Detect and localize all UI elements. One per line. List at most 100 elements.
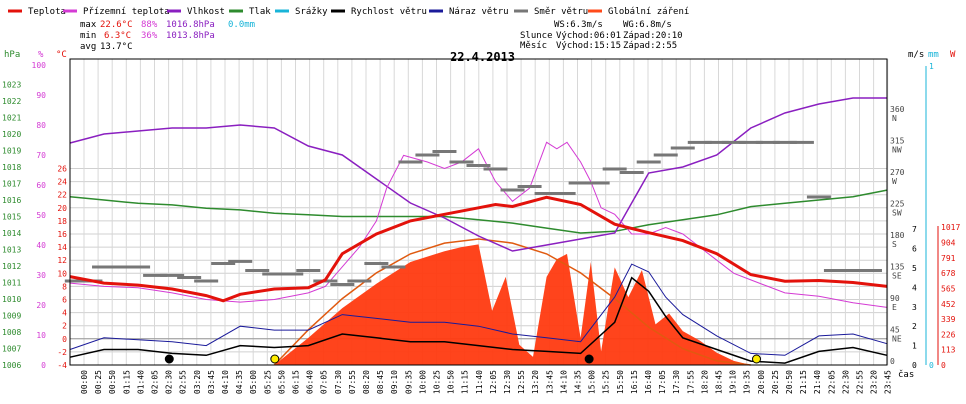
wind-dir-point [619, 171, 644, 174]
stats-avg-label: avg [80, 42, 96, 52]
x-tick-label: 08:45 [376, 370, 385, 394]
wind-ws: WS:6.3m/s [554, 20, 603, 30]
wind-dir-point [602, 167, 627, 171]
x-tick-label: 23:20 [870, 370, 879, 394]
x-tick-label: 18:20 [700, 370, 709, 394]
wind-dir-point [228, 259, 253, 263]
series-tlak [69, 189, 888, 234]
x-tick-label: 04:10 [221, 370, 230, 394]
tick-degc: -4 [57, 361, 67, 370]
tick-pct: 10 [36, 331, 46, 340]
stats-max-press: 1016.8hPa [166, 20, 215, 30]
x-tick-label: 11:40 [475, 370, 484, 394]
legend-label: Směr větru [534, 7, 588, 17]
tick-mm: 1 [929, 62, 934, 71]
x-tick-label: 07:05 [320, 370, 329, 394]
x-tick-label: 17:55 [686, 370, 695, 394]
x-tick-label: 19:35 [743, 370, 752, 394]
sunset-marker [752, 354, 762, 364]
x-tick-label: 05:50 [277, 370, 286, 394]
moon-rise: Východ:15:15 [556, 41, 621, 51]
tick-dir-label: N [892, 114, 897, 123]
tick-w: 226 [941, 330, 956, 339]
wind-dir-point [364, 262, 389, 265]
tick-degc: 2 [62, 322, 67, 331]
x-tick-label: 04:35 [235, 370, 244, 394]
x-tick-label: 22:30 [841, 370, 850, 394]
tick-hpa: 1019 [2, 147, 21, 156]
moon-label: Měsíc [520, 41, 547, 51]
series-vlhkost [69, 97, 887, 252]
unit-w: W [950, 50, 956, 60]
x-tick-label: 02:05 [151, 370, 160, 394]
stats-avg-temp: 13.7°C [100, 42, 133, 52]
wind-dir-point [483, 167, 508, 171]
tick-pct: 100 [32, 61, 47, 70]
tick-dir-label: W [892, 177, 897, 186]
wind-dir-point [772, 140, 797, 144]
x-tick-label: 00:50 [108, 370, 117, 394]
tick-degc: 20 [57, 204, 67, 213]
moonset-marker [164, 354, 174, 364]
x-tick-label: 09:35 [404, 370, 413, 394]
wind-dir-point [755, 140, 780, 144]
wind-dir-point [64, 279, 89, 283]
stats-max-hum: 88% [141, 20, 158, 30]
stats-block: max 22.6°C 88% 1016.8hPa 0.0mm min 6.3°C… [80, 20, 255, 52]
x-tick-label: 05:00 [249, 370, 258, 394]
stats-min-label: min [80, 31, 96, 41]
x-tick-label: 15:50 [616, 370, 625, 394]
x-axis: 00:00 00:25 00:50 01:15 01:40 02:05 02:30 02:55… [80, 370, 893, 394]
x-tick-label: 15:00 [588, 370, 597, 394]
wind-dir-point [245, 269, 270, 272]
x-tick-label: 03:45 [207, 370, 216, 394]
series-globalni-zareni [274, 244, 751, 365]
wind-dir-point [279, 272, 304, 276]
tick-w: 1017 [941, 223, 960, 232]
tick-w: 565 [941, 284, 956, 293]
x-tick-label: 16:15 [630, 370, 639, 394]
wind-dir-point [92, 265, 117, 269]
wind-dir-point [687, 140, 712, 144]
sun-set: Západ:20:10 [623, 31, 683, 41]
x-tick-label: 07:30 [334, 370, 343, 394]
tick-pct: 0 [41, 361, 46, 370]
wind-dir-point [177, 276, 202, 279]
tick-w: 452 [941, 300, 956, 309]
unit-degc: °C [56, 50, 67, 60]
moonrise-marker [584, 354, 594, 364]
tick-dir-label: NE [892, 335, 902, 344]
legend-label: Teplota [28, 7, 66, 17]
x-tick-label: 17:05 [658, 370, 667, 394]
x-tick-label: 11:15 [461, 370, 470, 394]
x-tick-label: 01:40 [136, 370, 145, 394]
stats-min-temp: 6.3°C [104, 31, 131, 41]
wind-dir-point [534, 192, 559, 195]
tick-hpa: 1014 [2, 229, 21, 238]
tick-pct: 70 [36, 151, 46, 160]
x-tick-label: 21:40 [813, 370, 822, 394]
x-tick-label: 10:50 [447, 370, 456, 394]
x-tick-label: 09:10 [390, 370, 399, 394]
tick-hpa: 1013 [2, 246, 21, 255]
wind-dir-point [449, 160, 474, 164]
stats-rain: 0.0mm [228, 20, 255, 30]
tick-hpa: 1011 [2, 279, 21, 288]
legend: Teplota Přízemní teplota Vlhkost Tlak Srážky… [8, 7, 689, 17]
stats-max-temp: 22.6°C [100, 20, 133, 30]
tick-dir: 135 [890, 263, 905, 272]
sunrise-marker [270, 354, 280, 364]
tick-degc: 4 [62, 309, 67, 318]
tick-hpa: 1016 [2, 196, 21, 205]
astro-markers [164, 354, 762, 364]
x-tick-label: 01:15 [122, 370, 131, 394]
tick-w: 791 [941, 254, 956, 263]
x-tick-label: 12:30 [503, 370, 512, 394]
sun-rise: Východ:06:01 [556, 31, 621, 41]
tick-pct: 60 [36, 181, 46, 190]
x-tick-label: 06:40 [306, 370, 315, 394]
x-tick-label: 06:15 [292, 370, 301, 394]
wind-dir-point [721, 140, 746, 144]
